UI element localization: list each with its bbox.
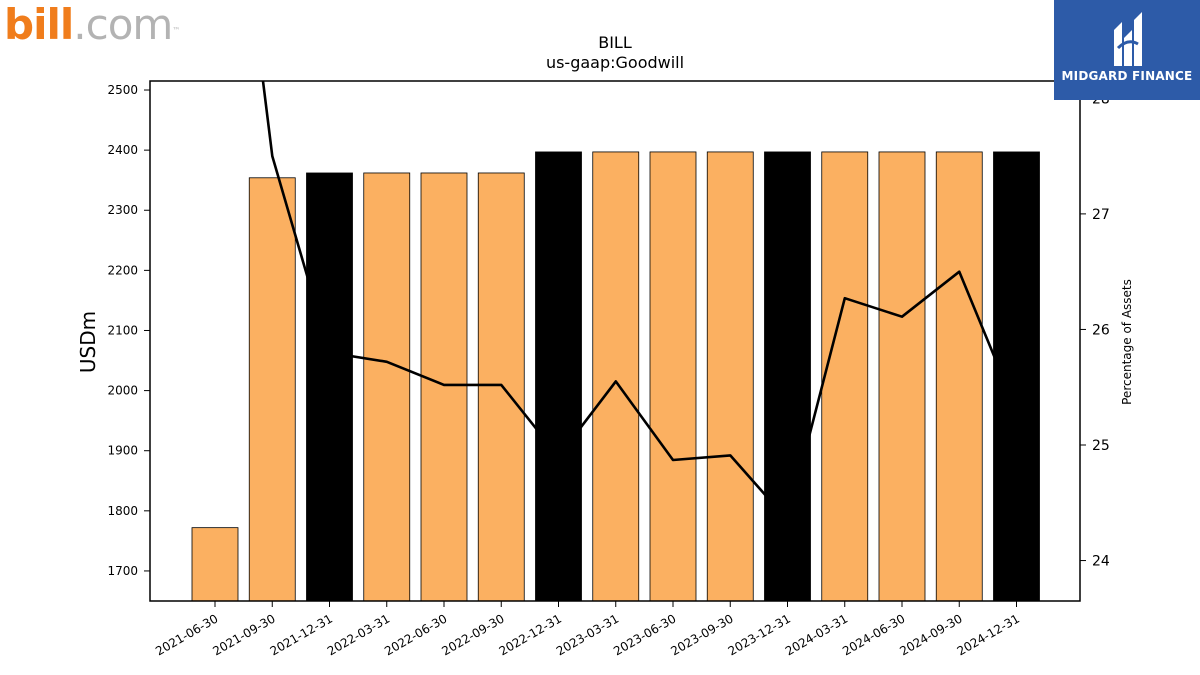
bill-logo-suffix: .com [73, 0, 173, 49]
bar [363, 172, 411, 602]
bar [935, 151, 983, 602]
x-tick-label: 2023-09-30 [668, 611, 735, 658]
x-tick-label: 2023-12-31 [726, 611, 793, 658]
y-tick-label: 2300 [107, 203, 138, 217]
x-tick-label: 2024-03-31 [783, 611, 850, 658]
x-tick-label: 2021-06-30 [153, 611, 220, 658]
bar [592, 151, 640, 602]
x-tick-label: 2024-06-30 [840, 611, 907, 658]
y-tick-label: 2100 [107, 323, 138, 337]
bar [420, 172, 468, 602]
x-tick-label: 2021-09-30 [210, 611, 277, 658]
y2-tick-label: 24 [1092, 554, 1110, 570]
bar [764, 151, 811, 602]
midgard-finance-logo: MIDGARD FINANCE [1054, 0, 1200, 100]
midgard-mark-icon [1114, 12, 1142, 66]
y-tick-label: 1800 [107, 504, 138, 518]
bill-logo-main: bill [4, 0, 74, 49]
bar [821, 151, 869, 602]
bar [191, 527, 239, 602]
x-tick-label: 2022-12-31 [497, 611, 564, 658]
y2-tick-label: 25 [1092, 438, 1110, 454]
y-tick-label: 1900 [107, 444, 138, 458]
x-axis: 2021-06-302021-09-302021-12-312022-03-31… [153, 601, 1022, 658]
chart-title: BILL [598, 33, 632, 52]
y-axis-right: 2425262728 [1080, 91, 1110, 570]
x-tick-label: 2024-09-30 [897, 611, 964, 658]
midgard-logo-text: MIDGARD FINANCE [1061, 69, 1193, 83]
x-tick-label: 2023-06-30 [611, 611, 678, 658]
bar [248, 177, 296, 602]
plot-frame [149, 80, 1081, 602]
bar [649, 151, 697, 602]
y2-axis-label: Percentage of Assets [1120, 279, 1134, 405]
chart-subtitle: us-gaap:Goodwill [546, 53, 684, 72]
bar [477, 172, 525, 602]
x-tick-label: 2024-12-31 [955, 611, 1022, 658]
y2-tick-label: 26 [1092, 322, 1110, 338]
percentage-line-series [261, 81, 1018, 522]
x-tick-label: 2022-09-30 [439, 611, 506, 658]
y-tick-label: 2400 [107, 143, 138, 157]
x-tick-label: 2022-03-31 [325, 611, 392, 658]
y-tick-label: 1700 [107, 564, 138, 578]
bar [535, 151, 582, 602]
bar [993, 151, 1040, 602]
bar [878, 151, 926, 602]
bill-logo-tm: ™ [172, 26, 180, 35]
x-tick-label: 2023-03-31 [554, 611, 621, 658]
bar [306, 172, 353, 602]
bar-series [191, 151, 1040, 602]
bill-com-logo: bill.com™ [4, 0, 180, 50]
percentage-line [261, 81, 1018, 522]
y-tick-label: 2500 [107, 83, 138, 97]
y-axis-label: USDm [76, 311, 100, 373]
y-tick-label: 2000 [107, 384, 138, 398]
x-tick-label: 2021-12-31 [268, 611, 335, 658]
y-tick-label: 2200 [107, 263, 138, 277]
bar [706, 151, 754, 602]
y-axis-left: 1700 1800 1900 2000 2100 2200 2300 2400 2500 [107, 83, 150, 578]
y2-tick-label: 27 [1092, 207, 1110, 223]
x-tick-label: 2022-06-30 [382, 611, 449, 658]
